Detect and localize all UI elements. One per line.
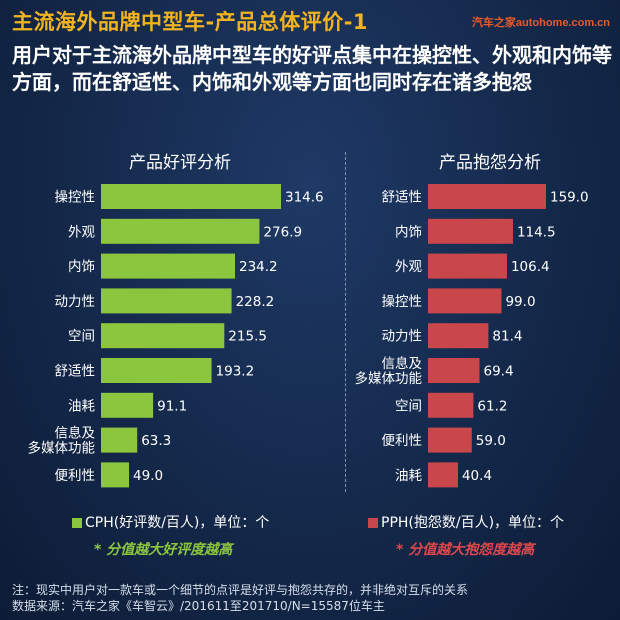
good-category-label: 信息及多媒体功能 bbox=[28, 425, 96, 457]
good-hint: * 分值越大好评度越高 bbox=[94, 542, 233, 558]
good-bar bbox=[101, 462, 130, 488]
good-value-label: 63.3 bbox=[141, 433, 171, 449]
good-category-label: 舒适性 bbox=[55, 364, 96, 380]
bad-bar bbox=[428, 218, 513, 244]
good-bar bbox=[101, 184, 281, 209]
good-category-label: 动力性 bbox=[55, 294, 96, 310]
bad-value-label: 61.2 bbox=[477, 398, 507, 414]
good-legend-label: CPH(好评数/百人)，单位：个 bbox=[85, 515, 270, 531]
good-value-label: 276.9 bbox=[263, 224, 302, 240]
bad-bar bbox=[428, 358, 480, 383]
bad-chart-title: 产品抱怨分析 bbox=[439, 153, 541, 173]
bad-bar bbox=[428, 462, 458, 488]
good-value-label: 215.5 bbox=[228, 329, 267, 345]
autohome-logo: 汽车之家autohome.com.cn bbox=[471, 17, 610, 29]
good-bar bbox=[101, 323, 225, 349]
good-bar bbox=[101, 218, 260, 244]
good-bar bbox=[101, 427, 138, 453]
bad-legend: PPH(抱怨数/百人)，单位：个 bbox=[368, 512, 564, 532]
bad-hint: * 分值越大抱怨度越高 bbox=[396, 542, 535, 558]
bad-value-label: 81.4 bbox=[492, 329, 522, 345]
bad-value-label: 69.4 bbox=[484, 364, 514, 380]
good-legend: CPH(好评数/百人)，单位：个 bbox=[72, 512, 269, 532]
good-category-label: 便利性 bbox=[55, 468, 96, 484]
good-value-label: 234.2 bbox=[239, 259, 278, 275]
bad-category-label: 空间 bbox=[395, 398, 422, 414]
good-value-label: 228.2 bbox=[236, 294, 275, 310]
good-bar bbox=[101, 358, 212, 383]
footnote-line: 注：现实中用户对一款车或一个细节的点评是好评与抱怨共存的，并非绝对互斥的关系 bbox=[12, 583, 469, 597]
good-legend-swatch bbox=[72, 518, 82, 528]
bad-bar bbox=[428, 253, 507, 279]
headline: 用户对于主流海外品牌中型车的好评点集中在操控性、外观和内饰等方面，而在舒适性、内… bbox=[12, 43, 612, 94]
footnote: 注：现实中用户对一款车或一个细节的点评是好评与抱怨共存的，并非绝对互斥的关系 数… bbox=[12, 582, 468, 614]
bad-value-label: 99.0 bbox=[505, 294, 535, 310]
good-category-label: 空间 bbox=[68, 329, 95, 345]
chart-divider bbox=[345, 152, 346, 492]
page-title: 主流海外品牌中型车-产品总体评价-1 bbox=[12, 10, 369, 34]
good-bar bbox=[101, 253, 235, 279]
bad-category-label: 便利性 bbox=[382, 433, 423, 449]
bad-category-label: 信息及多媒体功能 bbox=[355, 355, 423, 387]
good-value-label: 91.1 bbox=[157, 398, 187, 414]
good-chart-title: 产品好评分析 bbox=[129, 153, 231, 173]
bad-category-label: 内饰 bbox=[395, 224, 422, 240]
bad-value-label: 106.4 bbox=[511, 259, 550, 275]
good-value-label: 314.6 bbox=[285, 190, 324, 206]
good-category-label: 外观 bbox=[68, 224, 95, 240]
bad-category-label: 油耗 bbox=[395, 468, 422, 484]
good-value-label: 49.0 bbox=[133, 468, 163, 484]
bad-bar bbox=[428, 288, 502, 314]
footnote-line: 数据来源：汽车之家《车智云》/201611至201710/N=15587位车主 bbox=[12, 599, 385, 613]
bad-legend-label: PPH(抱怨数/百人)，单位：个 bbox=[381, 515, 565, 531]
bad-bar bbox=[428, 184, 546, 209]
good-bar bbox=[101, 288, 232, 314]
bad-bar bbox=[428, 323, 489, 349]
good-bar bbox=[101, 392, 154, 418]
good-category-label: 操控性 bbox=[55, 190, 96, 206]
good-category-label: 内饰 bbox=[68, 259, 95, 275]
bad-value-label: 114.5 bbox=[517, 224, 556, 240]
bad-bar bbox=[428, 427, 472, 453]
good-category-label: 油耗 bbox=[68, 398, 95, 414]
bad-bar bbox=[428, 392, 474, 418]
bad-category-label: 动力性 bbox=[382, 329, 423, 345]
bad-value-label: 40.4 bbox=[462, 468, 492, 484]
bad-category-label: 操控性 bbox=[382, 294, 423, 310]
bad-category-label: 外观 bbox=[395, 259, 422, 275]
bad-value-label: 59.0 bbox=[476, 433, 506, 449]
bad-value-label: 159.0 bbox=[550, 190, 589, 206]
good-value-label: 193.2 bbox=[216, 364, 255, 380]
bad-category-label: 舒适性 bbox=[382, 190, 423, 206]
bad-legend-swatch bbox=[368, 518, 378, 528]
